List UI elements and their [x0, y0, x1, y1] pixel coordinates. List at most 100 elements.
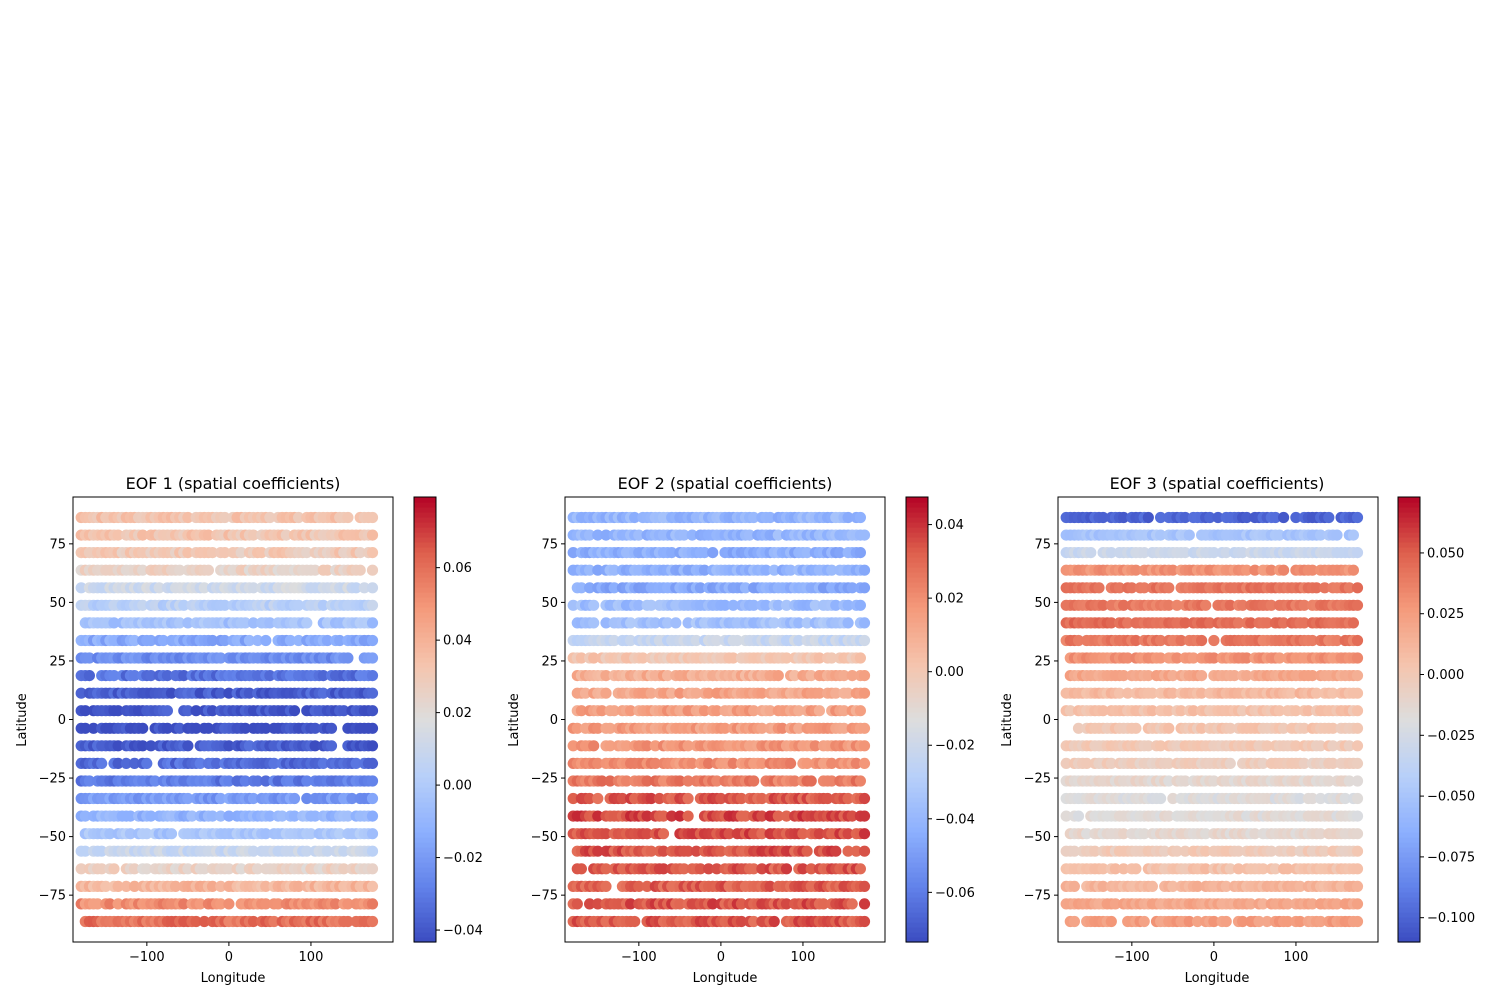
- eof3-colorbar-tick-label: 0.050: [1427, 546, 1464, 561]
- scatter-point: [83, 652, 95, 664]
- scatter-point: [858, 810, 871, 822]
- scatter-point: [338, 705, 350, 717]
- scatter-point: [211, 757, 223, 770]
- scatter-point: [366, 652, 379, 664]
- colorbar-segment: [414, 887, 436, 893]
- scatter-point: [588, 740, 600, 752]
- scatter-point: [1351, 582, 1364, 594]
- colorbar-segment: [414, 822, 436, 828]
- eof3-x-tick-label: 0: [1210, 950, 1218, 965]
- scatter-point: [846, 898, 858, 910]
- scatter-point: [366, 792, 379, 805]
- scatter-point: [252, 775, 264, 787]
- scatter-point: [137, 599, 149, 611]
- colorbar-segment: [414, 757, 436, 763]
- colorbar-segment: [1398, 702, 1420, 708]
- colorbar-segment: [414, 512, 436, 518]
- colorbar-segment: [414, 677, 436, 683]
- eof2-colorbar: [906, 497, 928, 943]
- eof1-x-tick-label: −100: [129, 950, 165, 965]
- colorbar-segment: [906, 592, 928, 598]
- eof1-x-tick-label: 100: [299, 950, 324, 965]
- scatter-point: [182, 617, 194, 629]
- colorbar-segment: [906, 637, 928, 643]
- colorbar-segment: [906, 622, 928, 628]
- scatter-point: [256, 547, 268, 559]
- eof3-title: EOF 3 (spatial coefficients): [1110, 474, 1325, 493]
- colorbar-segment: [414, 622, 436, 628]
- scatter-point: [854, 652, 867, 664]
- colorbar-segment: [906, 887, 928, 893]
- colorbar-segment: [414, 607, 436, 613]
- colorbar-segment: [414, 572, 436, 578]
- colorbar-segment: [906, 567, 928, 573]
- scatter-point: [600, 687, 612, 699]
- scatter-point: [165, 687, 178, 699]
- colorbar-segment: [414, 912, 436, 918]
- colorbar-segment: [414, 547, 436, 553]
- colorbar-segment: [1398, 872, 1420, 878]
- scatter-point: [1351, 652, 1364, 664]
- scatter-point: [366, 775, 379, 787]
- scatter-point: [223, 740, 235, 752]
- colorbar-segment: [414, 557, 436, 563]
- scatter-point: [1351, 792, 1364, 805]
- scatter-point: [1220, 915, 1232, 928]
- scatter-point: [108, 617, 120, 629]
- colorbar-segment: [906, 677, 928, 683]
- scatter-point: [813, 705, 826, 717]
- scatter-point: [1224, 757, 1236, 770]
- colorbar-segment: [414, 652, 436, 658]
- colorbar-segment: [414, 532, 436, 538]
- colorbar-segment: [414, 777, 436, 783]
- colorbar-segment: [906, 682, 928, 688]
- colorbar-segment: [1398, 812, 1420, 818]
- colorbar-segment: [1398, 817, 1420, 823]
- colorbar-segment: [1398, 537, 1420, 543]
- colorbar-segment: [414, 817, 436, 823]
- scatter-point: [317, 757, 329, 770]
- scatter-point: [858, 617, 871, 629]
- colorbar-segment: [906, 802, 928, 808]
- scatter-point: [215, 687, 227, 699]
- colorbar-segment: [1398, 762, 1420, 768]
- eof2-y-tick-label: 50: [541, 596, 558, 611]
- colorbar-segment: [906, 612, 928, 618]
- scatter-point: [96, 757, 108, 770]
- scatter-point: [1351, 810, 1364, 822]
- scatter-point: [264, 670, 276, 682]
- scatter-point: [1351, 687, 1364, 699]
- scatter-point: [206, 634, 219, 647]
- colorbar-segment: [1398, 577, 1420, 583]
- colorbar-segment: [906, 767, 928, 773]
- scatter-point: [182, 705, 194, 717]
- colorbar-segment: [1398, 932, 1420, 938]
- eof2-colorbar-tick-label: −0.06: [935, 886, 975, 901]
- scatter-point: [1163, 582, 1175, 594]
- scatter-point: [1142, 511, 1154, 524]
- scatter-point: [235, 547, 247, 559]
- scatter-point: [1208, 634, 1220, 647]
- colorbar-segment: [1398, 777, 1420, 783]
- colorbar-segment: [414, 722, 436, 728]
- colorbar-segment: [906, 507, 928, 513]
- scatter-point: [301, 775, 313, 787]
- colorbar-segment: [414, 867, 436, 873]
- colorbar-segment: [414, 497, 436, 503]
- eof2-y-tick-label: −75: [531, 889, 558, 904]
- colorbar-segment: [906, 687, 928, 693]
- colorbar-segment: [414, 507, 436, 513]
- colorbar-segment: [906, 917, 928, 923]
- colorbar-segment: [906, 722, 928, 728]
- scatter-point: [1351, 511, 1364, 524]
- scatter-point: [342, 511, 354, 524]
- scatter-point: [842, 617, 854, 629]
- scatter-point: [366, 845, 379, 857]
- scatter-point: [1351, 599, 1364, 611]
- colorbar-segment: [1398, 707, 1420, 713]
- scatter-point: [1351, 863, 1364, 875]
- scatter-point: [280, 529, 292, 541]
- scatter-point: [252, 634, 264, 647]
- eof1-y-tick-label: −25: [39, 772, 66, 787]
- scatter-point: [309, 722, 321, 734]
